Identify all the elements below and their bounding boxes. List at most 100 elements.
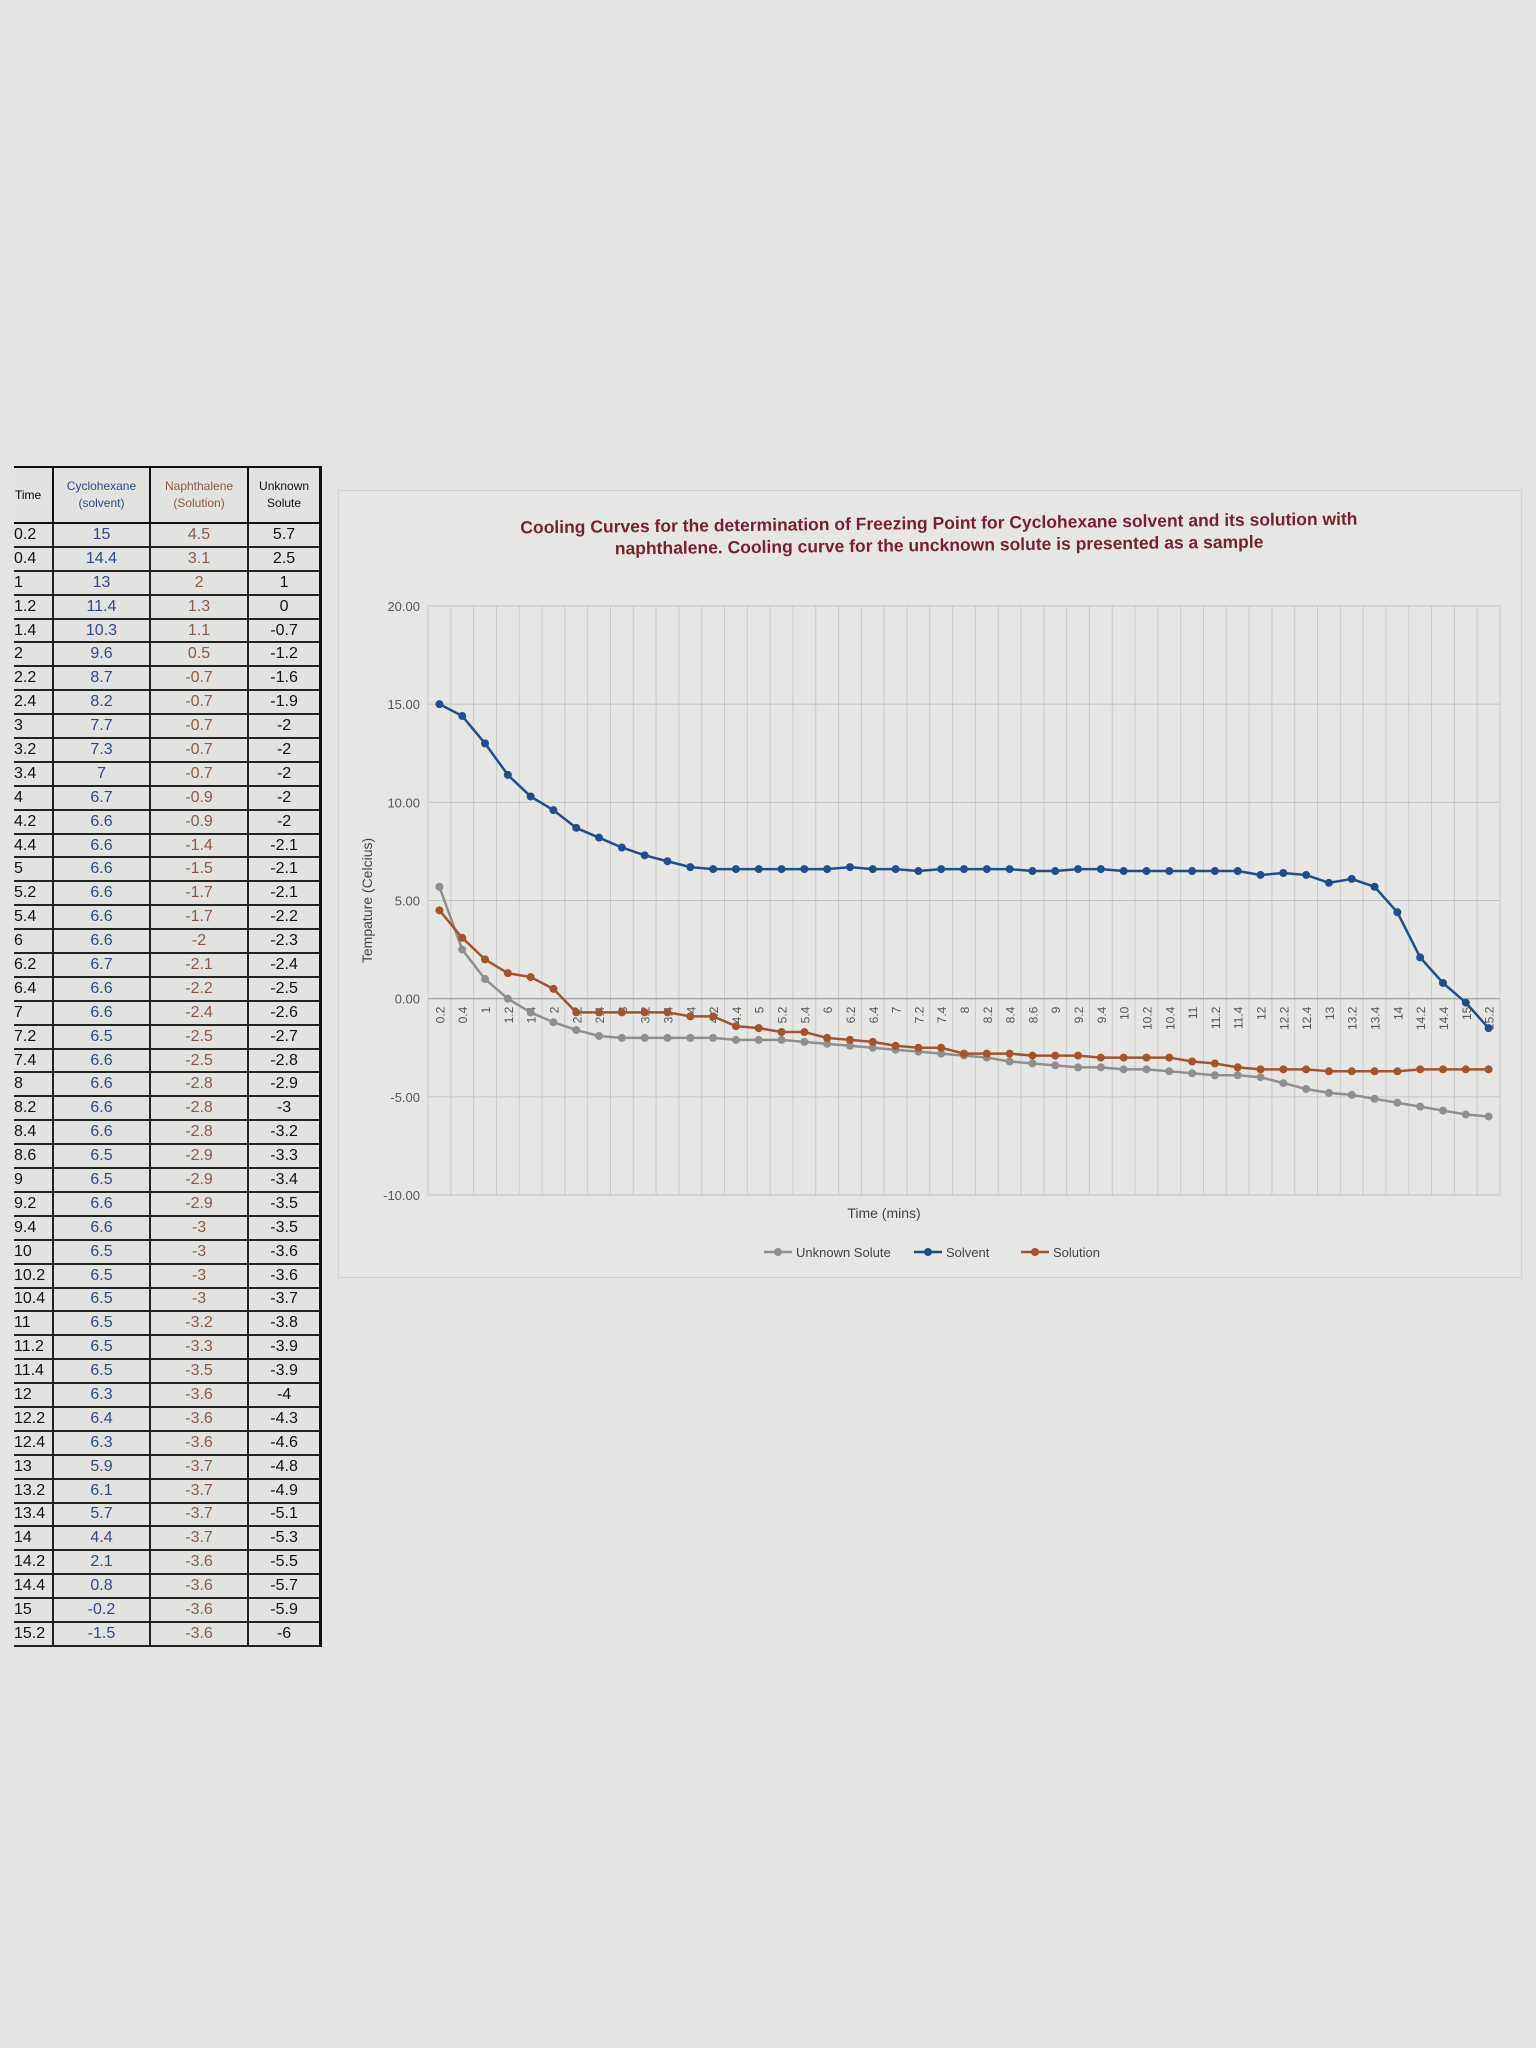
cell-unknown: -2.1 bbox=[248, 832, 323, 859]
y-tick-label: 0.00 bbox=[395, 992, 420, 1007]
cell-solvent: 6.5 bbox=[53, 1143, 151, 1170]
table-row: 3.2 7.3 -0.7 -2 bbox=[14, 737, 323, 763]
cell-time: 12.4 bbox=[14, 1429, 54, 1456]
cell-solvent: 8.7 bbox=[53, 665, 151, 692]
data-point bbox=[526, 792, 535, 801]
cell-solvent: 6.6 bbox=[53, 1214, 151, 1241]
data-point bbox=[1096, 1053, 1105, 1062]
cell-unknown: -2.2 bbox=[248, 904, 323, 931]
data-point bbox=[1210, 1071, 1219, 1080]
data-point bbox=[1165, 1053, 1174, 1062]
cell-unknown: -4.9 bbox=[248, 1477, 323, 1504]
legend-label: Solution bbox=[1053, 1245, 1100, 1260]
data-point bbox=[1279, 869, 1288, 878]
data-point bbox=[1484, 1024, 1493, 1033]
cell-unknown: -1.2 bbox=[248, 641, 323, 668]
cell-unknown: -2 bbox=[248, 737, 323, 763]
cell-time: 14.2 bbox=[14, 1549, 54, 1576]
cell-solution: 3.1 bbox=[149, 545, 250, 572]
cell-solution: -3 bbox=[149, 1286, 250, 1313]
data-point bbox=[914, 1043, 923, 1052]
cell-unknown: -1.6 bbox=[248, 665, 323, 692]
x-tick-label: 11 bbox=[1186, 1006, 1200, 1019]
cell-unknown: -5.7 bbox=[248, 1573, 323, 1600]
cell-unknown: -1.9 bbox=[248, 689, 323, 716]
cell-time: 3 bbox=[14, 713, 54, 740]
table-row: 7.2 6.5 -2.5 -2.7 bbox=[14, 1023, 323, 1050]
data-point bbox=[1461, 1065, 1470, 1074]
data-point bbox=[503, 969, 512, 978]
cell-time: 3.4 bbox=[14, 760, 54, 787]
data-point bbox=[526, 973, 535, 982]
cell-time: 13.2 bbox=[14, 1477, 54, 1504]
cell-solution: -3 bbox=[149, 1262, 250, 1289]
data-point bbox=[1347, 874, 1356, 883]
cell-solution: -3.7 bbox=[149, 1525, 250, 1552]
cell-solution: -1.7 bbox=[149, 904, 250, 931]
data-point bbox=[754, 1035, 763, 1044]
table-row: 8.4 6.6 -2.8 -3.2 bbox=[14, 1119, 323, 1146]
cell-unknown: -2 bbox=[248, 713, 323, 740]
table-row: 11.4 6.5 -3.5 -3.9 bbox=[14, 1358, 323, 1385]
data-point bbox=[1142, 867, 1151, 876]
cell-solution: -3.7 bbox=[149, 1501, 250, 1528]
cell-unknown: -2 bbox=[248, 784, 323, 811]
cell-solvent: 6.6 bbox=[53, 808, 151, 835]
cell-time: 10.4 bbox=[14, 1286, 54, 1313]
series-line bbox=[438, 886, 1489, 1118]
cell-unknown: -5.1 bbox=[248, 1501, 323, 1528]
table-row: 4.2 6.6 -0.9 -2 bbox=[14, 808, 323, 835]
series-unknown-solute bbox=[435, 882, 1493, 1121]
table-body: 0.2 15 4.5 5.7 0.4 14.4 3.1 2.5 1 13 2 1 1.2 11.4 1.3 0… bbox=[14, 522, 323, 1647]
cell-time: 4.4 bbox=[14, 832, 54, 859]
data-point bbox=[914, 867, 923, 876]
table-row: 0.4 14.4 3.1 2.5 bbox=[14, 545, 323, 572]
x-tick-label: 10.4 bbox=[1163, 1006, 1177, 1030]
data-point bbox=[435, 906, 444, 915]
cell-solvent: 6.6 bbox=[53, 1047, 151, 1074]
cell-unknown: -5.5 bbox=[248, 1549, 323, 1576]
table-row: 10 6.5 -3 -3.6 bbox=[14, 1238, 323, 1265]
cell-unknown: -2.1 bbox=[248, 856, 323, 883]
data-point bbox=[458, 711, 467, 720]
data-point bbox=[1279, 1065, 1288, 1074]
data-point bbox=[1028, 1051, 1037, 1060]
series-solution bbox=[435, 906, 1493, 1076]
data-point bbox=[754, 1024, 763, 1033]
cell-solution: -3.3 bbox=[149, 1334, 250, 1361]
data-point bbox=[1393, 1098, 1402, 1107]
cell-solvent: 4.4 bbox=[53, 1525, 151, 1552]
cell-solution: -3.6 bbox=[149, 1382, 250, 1408]
data-point bbox=[1188, 867, 1197, 876]
x-tick-label: 6.4 bbox=[867, 1006, 881, 1023]
data-point bbox=[1438, 978, 1447, 987]
cell-solution: -0.7 bbox=[149, 713, 250, 740]
data-point bbox=[982, 865, 991, 874]
x-tick-label: 7.4 bbox=[935, 1006, 949, 1023]
data-point bbox=[1461, 1110, 1470, 1119]
cell-unknown: -2 bbox=[248, 808, 323, 835]
table-row: 8.2 6.6 -2.8 -3 bbox=[14, 1095, 323, 1122]
table-row: 11 6.5 -3.2 -3.8 bbox=[14, 1310, 323, 1337]
cell-solution: -3 bbox=[149, 1238, 250, 1265]
table-header-row: Time Cyclohexane (solvent) Naphthalene (… bbox=[14, 466, 323, 524]
data-point bbox=[595, 1031, 604, 1040]
data-point bbox=[617, 843, 626, 852]
data-point bbox=[1416, 1102, 1425, 1111]
table-row: 1 13 2 1 bbox=[14, 569, 323, 596]
table-row: 14 4.4 -3.7 -5.3 bbox=[14, 1525, 323, 1552]
data-point bbox=[937, 1049, 946, 1058]
data-point bbox=[663, 1033, 672, 1042]
table-row: 13.2 6.1 -3.7 -4.9 bbox=[14, 1477, 323, 1504]
data-point bbox=[1188, 1057, 1197, 1066]
cell-solvent: 13 bbox=[53, 569, 151, 596]
table-row: 13.4 5.7 -3.7 -5.1 bbox=[14, 1501, 323, 1528]
data-point bbox=[731, 1022, 740, 1031]
data-point bbox=[1438, 1065, 1447, 1074]
cell-solution: -1.5 bbox=[149, 856, 250, 883]
data-point bbox=[754, 865, 763, 874]
data-point bbox=[1233, 1063, 1242, 1072]
data-point bbox=[777, 865, 786, 874]
data-point bbox=[1051, 1051, 1060, 1060]
data-point bbox=[1051, 1061, 1060, 1070]
